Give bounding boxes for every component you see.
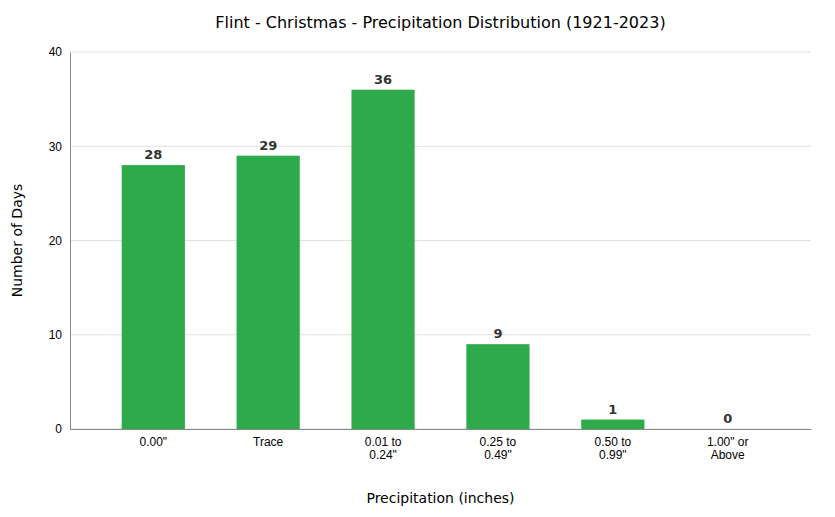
data-label: 0 [723, 411, 732, 426]
x-tick: 0.25 to0.49" [480, 435, 517, 463]
bar [696, 429, 759, 430]
grid-line [70, 52, 811, 53]
x-tick-label-line: Above [711, 448, 745, 462]
bar [122, 165, 185, 429]
y-tick: 40 [49, 45, 70, 59]
title: Flint - Christmas - Precipitation Distri… [215, 13, 665, 32]
x-tick: Trace [253, 435, 284, 449]
y-tick: 0 [55, 422, 70, 436]
x-tick-label-line: 0.25 to [480, 435, 517, 449]
y-tick-label: 0 [55, 422, 62, 436]
y-tick-label: 30 [49, 140, 63, 154]
x-tick-label-line: 0.00" [139, 435, 167, 449]
x-tick-label-line: 0.99" [599, 448, 627, 462]
x-tick: 0.00" [139, 435, 167, 449]
bar [351, 90, 414, 429]
data-label: 28 [144, 147, 162, 162]
x-axis: 0.00" Trace 0.01 to0.24" 0.25 to0.49" 0.50 t… [71, 430, 812, 463]
bar [581, 420, 644, 429]
data-label: 1 [608, 402, 617, 417]
x-tick-label-line: 1.00" or [707, 435, 749, 449]
x-tick-label-line: 0.01 to [365, 435, 402, 449]
y-tick: 30 [49, 140, 70, 154]
bar [466, 344, 529, 429]
x-axis-title: Precipitation (inches) [366, 490, 514, 506]
y-tick-label: 40 [49, 45, 63, 59]
bars [122, 90, 645, 429]
x-tick-label-line: 0.50 to [594, 435, 631, 449]
y-axis: 0 10 20 30 40 [49, 45, 71, 436]
y-axis-title: Number of Days [9, 184, 25, 298]
grid-line [70, 146, 811, 147]
x-tick: 1.00" orAbove [707, 435, 749, 463]
x-tick-label: Trace [253, 435, 284, 449]
data-label: 36 [374, 72, 392, 87]
x-tick-label-line: Trace [253, 435, 284, 449]
grid [70, 52, 811, 429]
y-tick: 10 [49, 328, 70, 342]
y-axis-line [70, 53, 71, 430]
y-tick-label: 10 [49, 328, 63, 342]
chart: 0102030400.00"Trace0.01 to0.24"0.25 to0.… [0, 0, 835, 517]
x-tick-label-line: 0.24" [369, 448, 397, 462]
data-labels: 28 29 36 9 1 0 [144, 72, 732, 426]
data-label: 29 [259, 138, 277, 153]
y-tick-label: 20 [49, 234, 63, 248]
data-label: 9 [493, 326, 502, 341]
x-tick-label: 0.25 to0.49" [480, 435, 517, 463]
plot: 0102030400.00"Trace0.01 to0.24"0.25 to0.… [49, 45, 812, 462]
x-tick-label: 0.50 to0.99" [594, 435, 631, 463]
y-tick: 20 [49, 234, 70, 248]
x-tick-label: 1.00" orAbove [707, 435, 749, 463]
x-tick-label: 0.00" [139, 435, 167, 449]
bar [237, 156, 300, 429]
x-tick-label-line: 0.49" [484, 448, 512, 462]
x-axis-line [71, 429, 812, 430]
x-tick: 0.01 to0.24" [365, 435, 402, 463]
x-tick: 0.50 to0.99" [594, 435, 631, 463]
x-tick-label: 0.01 to0.24" [365, 435, 402, 463]
